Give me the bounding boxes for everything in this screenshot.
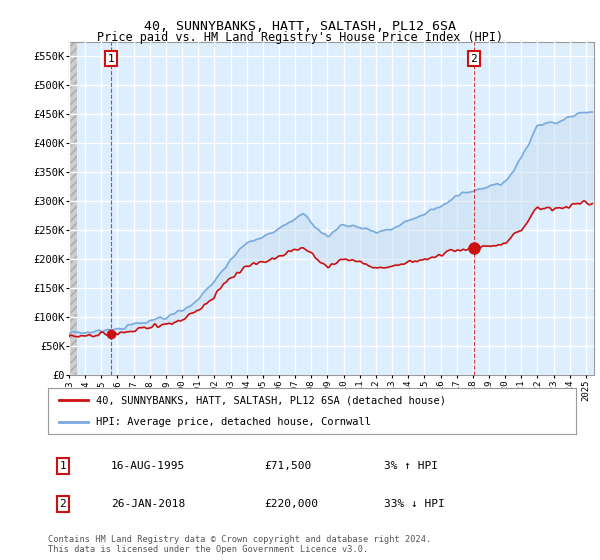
Bar: [69, 42, 77, 375]
Text: Contains HM Land Registry data © Crown copyright and database right 2024.
This d: Contains HM Land Registry data © Crown c…: [48, 535, 431, 554]
Text: 26-JAN-2018: 26-JAN-2018: [111, 499, 185, 509]
Text: 40, SUNNYBANKS, HATT, SALTASH, PL12 6SA: 40, SUNNYBANKS, HATT, SALTASH, PL12 6SA: [144, 20, 456, 32]
Text: 2: 2: [59, 499, 67, 509]
Text: 16-AUG-1995: 16-AUG-1995: [111, 461, 185, 471]
Text: 3% ↑ HPI: 3% ↑ HPI: [384, 461, 438, 471]
Text: Price paid vs. HM Land Registry's House Price Index (HPI): Price paid vs. HM Land Registry's House …: [97, 31, 503, 44]
Text: 1: 1: [108, 54, 115, 64]
Text: 2: 2: [470, 54, 478, 64]
Text: 40, SUNNYBANKS, HATT, SALTASH, PL12 6SA (detached house): 40, SUNNYBANKS, HATT, SALTASH, PL12 6SA …: [95, 395, 446, 405]
Text: 33% ↓ HPI: 33% ↓ HPI: [384, 499, 445, 509]
Text: £220,000: £220,000: [264, 499, 318, 509]
Text: HPI: Average price, detached house, Cornwall: HPI: Average price, detached house, Corn…: [95, 417, 371, 427]
Text: £71,500: £71,500: [264, 461, 311, 471]
Text: 1: 1: [59, 461, 67, 471]
